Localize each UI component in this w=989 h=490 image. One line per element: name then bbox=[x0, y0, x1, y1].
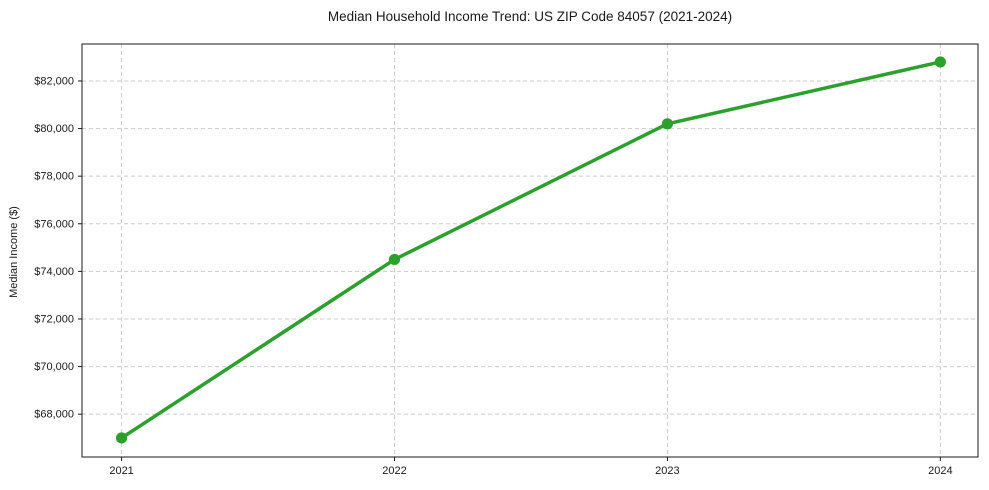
y-tick-label: $80,000 bbox=[34, 123, 74, 135]
data-point-2021 bbox=[115, 432, 128, 444]
data-point-2023 bbox=[661, 118, 674, 130]
y-tick-label: $76,000 bbox=[34, 218, 74, 230]
x-tick-label: 2022 bbox=[382, 465, 406, 477]
y-tick-label: $78,000 bbox=[34, 171, 74, 183]
y-tick-label: $82,000 bbox=[34, 75, 74, 87]
y-tick-label: $68,000 bbox=[34, 409, 74, 421]
chart-title: Median Household Income Trend: US ZIP Co… bbox=[327, 9, 733, 24]
x-tick-label: 2021 bbox=[109, 465, 133, 477]
trend-line bbox=[119, 60, 943, 440]
x-tick-label: 2023 bbox=[655, 465, 679, 477]
y-tick-label: $72,000 bbox=[34, 313, 74, 325]
y-tick-label: $74,000 bbox=[34, 266, 74, 278]
data-point-2022 bbox=[388, 253, 401, 266]
x-tick-label: 2024 bbox=[928, 465, 952, 477]
y-tick-label: $70,000 bbox=[34, 361, 74, 373]
plot-frame bbox=[81, 43, 979, 458]
data-point-2024 bbox=[934, 56, 946, 68]
